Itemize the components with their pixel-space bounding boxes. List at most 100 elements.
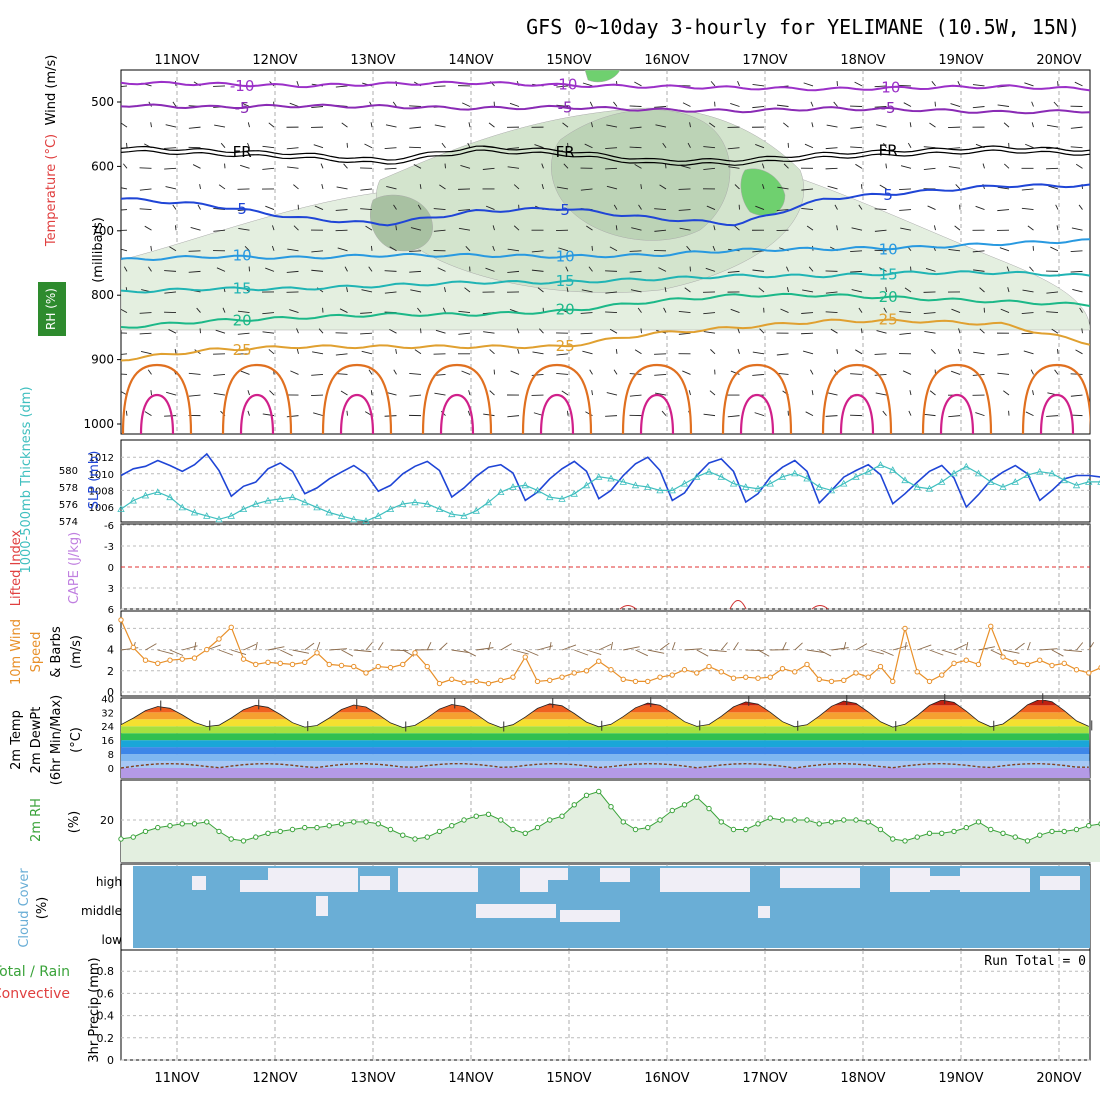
low-level-temp-cell [321,363,393,434]
wind-barb [172,204,177,210]
wind-barb [908,410,912,416]
wind-barb [384,270,397,272]
wind-barb [286,270,299,273]
rh-point [951,828,957,835]
wind-barb [758,287,765,293]
thickness-marker [950,469,958,477]
thickness-marker [166,493,174,501]
wind-barb [139,188,152,191]
wind-barb [684,287,691,293]
wind10m-barb [794,642,803,651]
wind-speed-point [485,680,492,687]
temp2m-panel: 0 8 16 24 32 40 [101,693,1093,778]
rh-point [363,819,369,825]
low-level-temp-cell [821,363,893,434]
wind-barb [247,142,250,148]
cloud-layer-label: high [96,875,122,889]
wind-barb [1075,349,1083,355]
wind-speed-point [522,654,528,660]
ylabel-precip-total: Total / Rain [0,964,70,980]
wind-barb [1081,328,1083,334]
wind-barb [531,269,544,272]
wind-barb [678,332,691,335]
wind-barb [336,186,348,190]
wind10m-barb [500,643,512,651]
wind-barb [409,250,422,252]
wind-barb [854,81,863,87]
wind-speed-point [963,657,969,663]
wind-barb [730,370,740,375]
wind-barb [365,225,373,231]
thickness-marker [852,472,860,480]
wind-barb [703,167,716,170]
thickness-marker [717,472,725,480]
wind10m-barb [1076,642,1084,651]
contour-label: -10 [876,78,901,96]
wind10m-barb [635,649,649,657]
run-total-label: Run Total = 0 [984,954,1086,969]
thickness-marker [509,483,517,490]
wind-barb [728,166,740,169]
wind-barb [713,225,716,231]
wind-barb [882,410,887,416]
wind10m-barb [1088,642,1095,651]
thickness-marker [362,517,370,524]
wind-barb [950,370,961,375]
rh-point [681,802,688,808]
cloud-layer-label: middle [81,904,122,918]
temp-line [121,700,1089,728]
rh-point [865,819,871,825]
wind-barb [629,105,642,107]
wind-speed-point [204,646,210,653]
wind-barb [686,245,691,252]
wind-barb [850,270,863,273]
contour-label: -10 [230,77,255,95]
wind-speed-point [657,674,663,680]
wind-barb [924,330,936,334]
wind-barb [874,106,887,108]
wind-barb [213,229,226,232]
thickness-marker [815,483,823,490]
ylabel-rh2m: 2m RH [29,798,44,842]
wind-barb [340,390,348,396]
wind-barb [855,349,863,355]
wind-barb [247,122,250,128]
wind-barb [164,167,177,170]
rh-point [779,817,786,823]
low-level-hot-cell [739,393,775,434]
rh-point [400,832,406,838]
thickness-marker [239,505,248,512]
wind-barb [441,142,446,148]
wind-barb [268,122,275,128]
wind10m-barb [929,649,944,656]
wind-speed-point [461,679,467,686]
contour-FR [121,145,1090,162]
wind-speed-point [118,617,124,623]
wind-speed-point [534,678,541,685]
rh-point [387,826,394,833]
wind-speed-point [865,674,871,680]
wind-speed-point [792,669,798,675]
wind10m-barb [231,649,247,656]
low-level-hot-cell [239,393,275,434]
low-level-temp-cell [421,363,493,434]
wind-barb [925,267,936,272]
thickness-marker [1036,467,1044,475]
wind-barb [858,204,863,210]
temp-tick-label: 40 [101,694,114,705]
cloud-gap [960,868,1030,892]
rh-point [804,817,810,823]
wind-barb [629,270,642,273]
wind-barb [860,184,863,189]
wind-barb [734,184,740,190]
low-level-hot-cell [639,393,675,434]
wind-barb [606,185,618,190]
wind-barb [313,144,324,149]
wind-barb [1021,188,1034,191]
wind-barb [247,390,250,396]
wind-barb [801,208,814,210]
thickness-marker [876,461,885,468]
wind-barb [903,102,912,107]
wind-barb [982,163,985,169]
wind-barb [434,124,446,128]
